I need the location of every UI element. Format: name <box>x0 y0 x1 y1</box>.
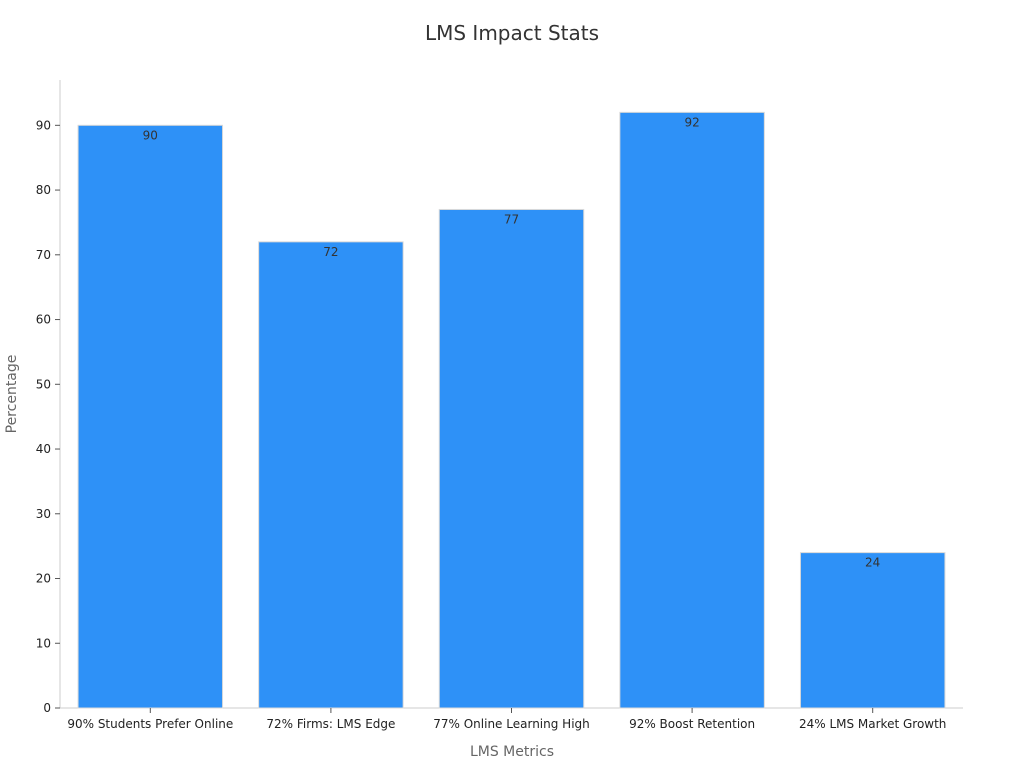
y-axis-title: Percentage <box>4 355 20 434</box>
y-tick-label: 0 <box>43 701 51 715</box>
x-axis-title: LMS Metrics <box>470 744 554 760</box>
y-tick-label: 70 <box>36 248 51 262</box>
data-label: 90 <box>143 128 158 142</box>
bar <box>77 124 224 709</box>
y-tick-label: 10 <box>36 636 51 650</box>
bar <box>799 552 946 709</box>
y-tick-label: 50 <box>36 377 51 391</box>
x-tick-label: 77% Online Learning High <box>433 717 590 731</box>
y-tick-label: 20 <box>36 572 51 586</box>
y-tick-label: 30 <box>36 507 51 521</box>
y-tick-label: 90 <box>36 118 51 132</box>
x-tick-label: 90% Students Prefer Online <box>67 717 233 731</box>
y-tick-label: 80 <box>36 183 51 197</box>
plot-area: 0 10 20 30 40 50 60 70 80 90 90 90% Students Prefer… <box>36 80 963 731</box>
x-tick-label: 92% Boost Retention <box>629 717 755 731</box>
bar <box>258 241 404 709</box>
data-label: 92 <box>684 115 699 129</box>
data-label: 72 <box>323 245 338 259</box>
data-label: 24 <box>865 556 880 570</box>
y-tick-label: 40 <box>36 442 51 456</box>
data-label: 77 <box>504 212 519 226</box>
x-tick-label: 24% LMS Market Growth <box>799 717 946 731</box>
x-tick-label: 72% Firms: LMS Edge <box>266 717 395 731</box>
bar <box>438 208 585 709</box>
chart-title: LMS Impact Stats <box>425 21 599 45</box>
y-tick-label: 60 <box>36 313 51 327</box>
bar <box>619 111 765 709</box>
